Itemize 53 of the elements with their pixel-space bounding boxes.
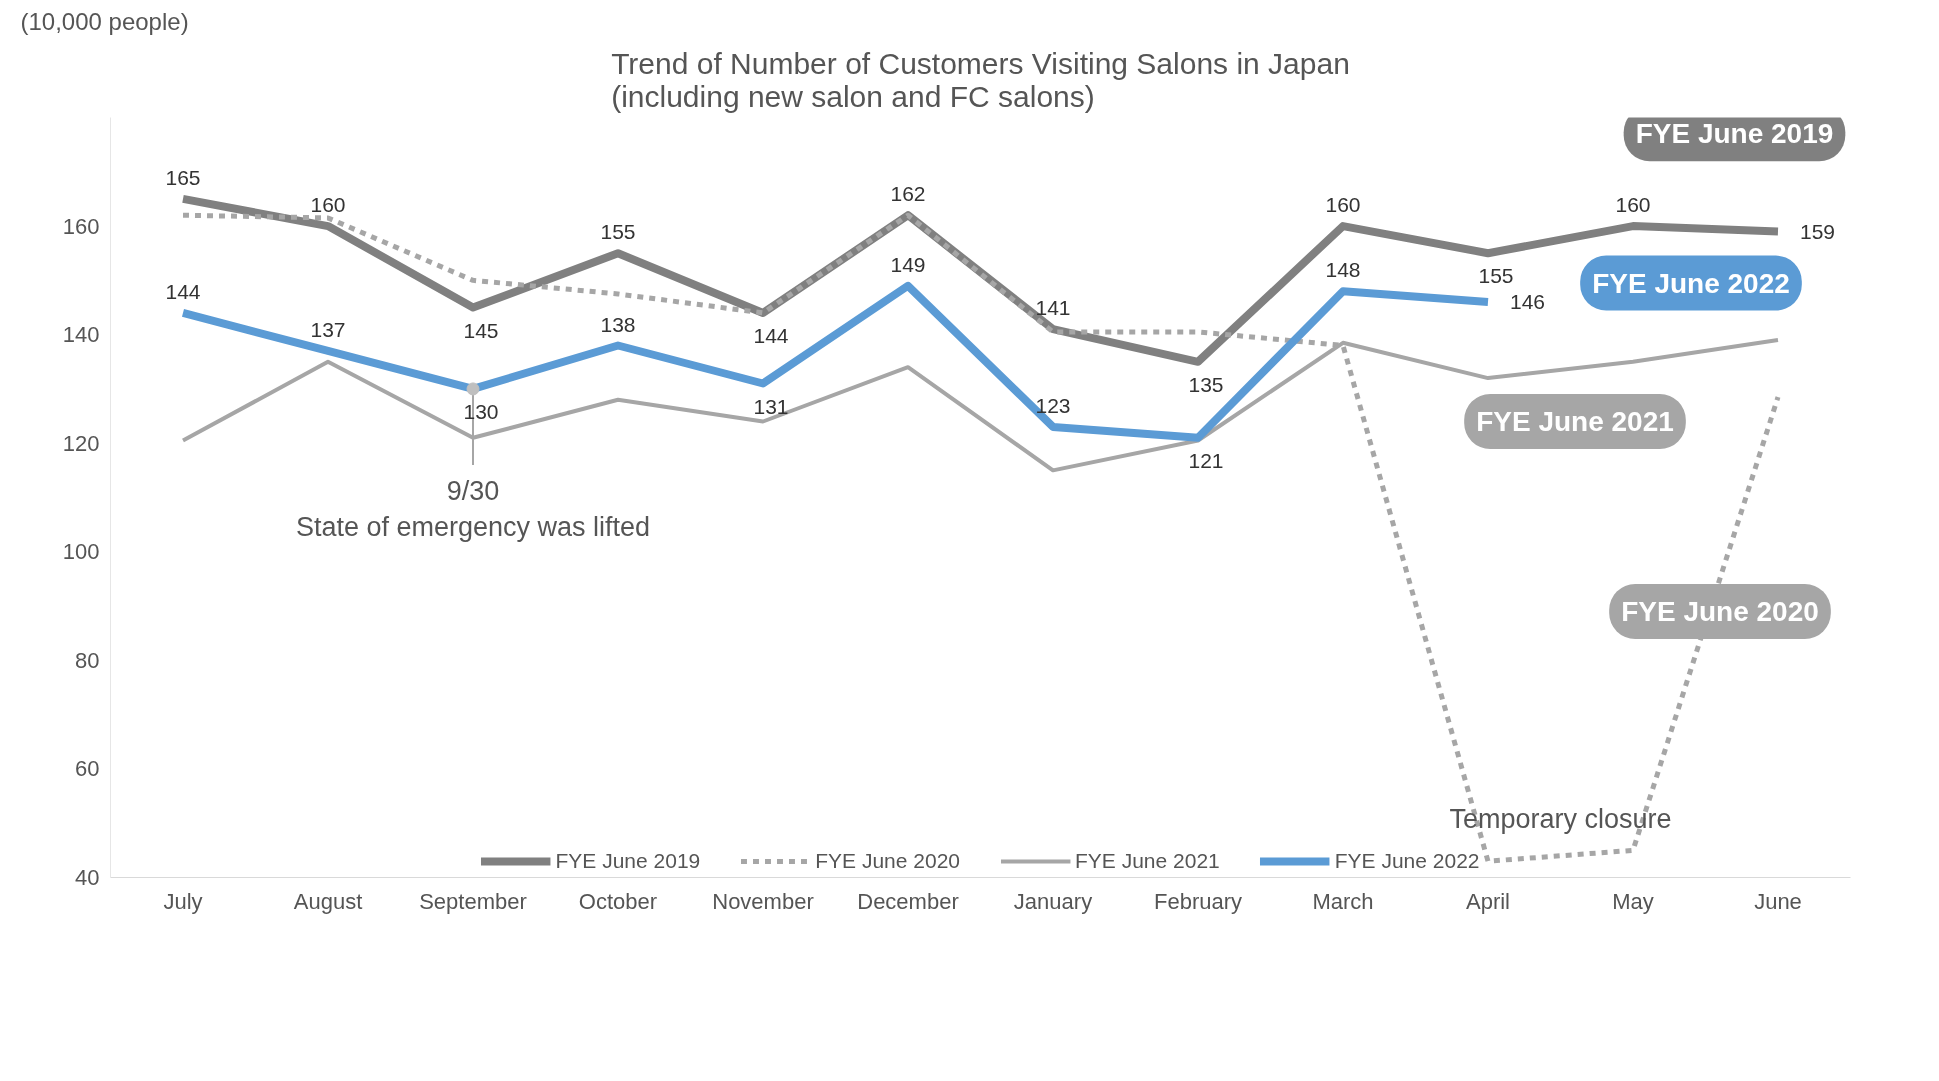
data-label: 160 xyxy=(310,193,346,217)
data-label: 123 xyxy=(1035,393,1071,417)
data-label: 130 xyxy=(463,399,499,423)
text: FYE June 2019 xyxy=(1635,118,1834,150)
annotation: Temporary closure xyxy=(1449,804,1672,835)
y-axis-title: (10,000 people) xyxy=(20,7,189,35)
data-label: 148 xyxy=(1325,258,1361,282)
y-tick-label: 40 xyxy=(75,865,100,890)
annotation: 9/30 State of emergency was lifted xyxy=(295,475,651,542)
data-label: 131 xyxy=(753,394,789,418)
text: FYE June 2020 xyxy=(1621,596,1819,627)
data-label: 146 xyxy=(1510,290,1546,314)
x-tick-label: November xyxy=(712,888,814,914)
chart-title: Trend of Number of Customers Visiting Salons in Japan (including new salon and FC salons) xyxy=(611,46,1350,113)
x-tick-label: June xyxy=(1754,888,1802,914)
data-label: 138 xyxy=(600,312,636,336)
y-tick-label: 160 xyxy=(62,213,100,239)
y-tick-label: 60 xyxy=(75,756,100,782)
y-tick-label: 140 xyxy=(62,322,100,348)
text: FYE June 2022 xyxy=(1592,267,1790,299)
x-tick-label: August xyxy=(293,888,363,914)
data-label: 160 xyxy=(1615,193,1651,217)
x-tick-label: September xyxy=(419,888,527,914)
data-label: 137 xyxy=(310,317,346,341)
x-tick-label: December xyxy=(857,888,959,914)
data-label: 160 xyxy=(1325,193,1361,217)
x-tick-label: March xyxy=(1312,888,1374,914)
data-label: 121 xyxy=(1188,448,1224,472)
y-tick-label: 120 xyxy=(62,430,100,456)
data-label: 165 xyxy=(165,165,201,189)
data-label: 162 xyxy=(890,182,926,206)
data-label: 155 xyxy=(600,220,636,244)
y-tick-label: 100 xyxy=(62,539,100,565)
legend-label: FYE June 2020 xyxy=(815,849,960,873)
data-label: 145 xyxy=(463,318,499,342)
data-label: 155 xyxy=(1478,264,1514,288)
x-tick-label: January xyxy=(1013,888,1093,914)
data-label: 135 xyxy=(1188,372,1224,396)
data-label: 149 xyxy=(890,252,926,276)
x-tick-label: October xyxy=(578,888,658,914)
data-label: 144 xyxy=(165,279,201,303)
data-label: 141 xyxy=(1035,296,1071,320)
x-tick-label: April xyxy=(1465,888,1511,914)
data-label: 144 xyxy=(753,323,789,347)
y-tick-label: 80 xyxy=(75,647,100,673)
legend-label: FYE June 2019 xyxy=(555,849,701,873)
x-tick-label: May xyxy=(1612,888,1654,914)
x-tick-label: February xyxy=(1153,888,1243,914)
legend-label: FYE June 2021 xyxy=(1075,849,1220,873)
x-tick-label: July xyxy=(163,888,203,914)
data-label: 159 xyxy=(1800,219,1836,243)
text: FYE June 2021 xyxy=(1476,406,1674,437)
legend-label: FYE June 2022 xyxy=(1334,849,1480,873)
